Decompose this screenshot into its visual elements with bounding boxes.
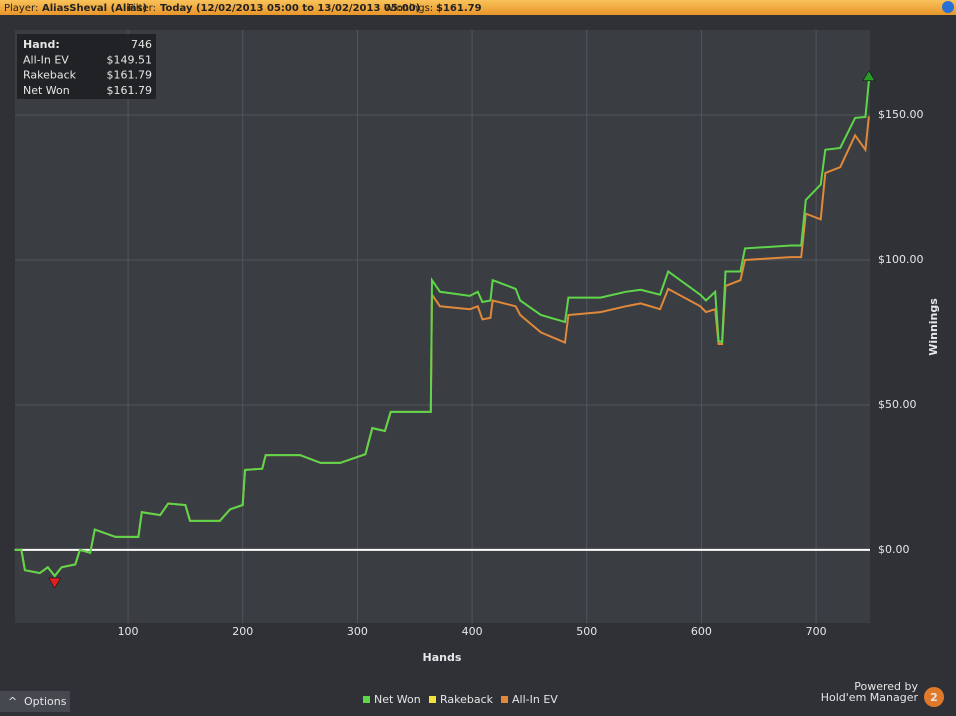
winnings-label: Winnings:: [384, 3, 433, 14]
x-tick-label: 500: [576, 625, 597, 638]
legend-label: Rakeback: [440, 693, 494, 706]
info-value: $161.79: [107, 69, 153, 82]
brand-version: 2: [930, 691, 938, 704]
series-line: [14, 80, 870, 578]
x-tick-label: 600: [691, 625, 712, 638]
options-label[interactable]: Options: [24, 695, 67, 708]
info-label: Hand:: [23, 38, 60, 51]
legend-swatch: [501, 696, 508, 703]
max-marker: [862, 70, 876, 82]
x-tick-label: 200: [232, 625, 253, 638]
x-axis-title: Hands: [423, 651, 462, 664]
legend-swatch: [429, 696, 436, 703]
filter-label: Filter:: [128, 3, 156, 14]
help-button[interactable]: [942, 1, 954, 13]
legend-label: Net Won: [374, 693, 421, 706]
min-marker: [48, 577, 62, 589]
brand-logo: [924, 687, 944, 707]
options-caret: ^: [8, 695, 17, 708]
plot-area: [15, 30, 870, 623]
winnings: $161.79: [436, 3, 482, 14]
header-bar: [0, 0, 956, 15]
brand: Hold'em Manager: [821, 691, 919, 704]
y-tick-label: $150.00: [878, 108, 924, 121]
legend-label: All-In EV: [512, 693, 558, 706]
info-value: $149.51: [107, 53, 153, 66]
y-axis-title: Winnings: [927, 298, 940, 356]
x-tick-label: 100: [118, 625, 139, 638]
info-value: $161.79: [107, 84, 153, 97]
player: AliasSheval (Alias): [42, 3, 147, 14]
x-tick-label: 700: [806, 625, 827, 638]
options-button[interactable]: [0, 691, 70, 712]
y-tick-label: $0.00: [878, 543, 910, 556]
info-label: All-In EV: [23, 53, 69, 66]
filter: Today (12/02/2013 05:00 to 13/02/2013 05…: [160, 3, 420, 14]
x-tick-label: 400: [462, 625, 483, 638]
y-tick-label: $100.00: [878, 253, 924, 266]
y-tick-label: $50.00: [878, 398, 917, 411]
info-label: Net Won: [23, 84, 70, 97]
legend-swatch: [363, 696, 370, 703]
info-value: 746: [131, 38, 152, 51]
player-label: Player:: [4, 3, 38, 14]
powered-by: Powered by: [854, 680, 918, 693]
x-tick-label: 300: [347, 625, 368, 638]
info-label: Rakeback: [23, 69, 77, 82]
info-box: [17, 34, 156, 99]
